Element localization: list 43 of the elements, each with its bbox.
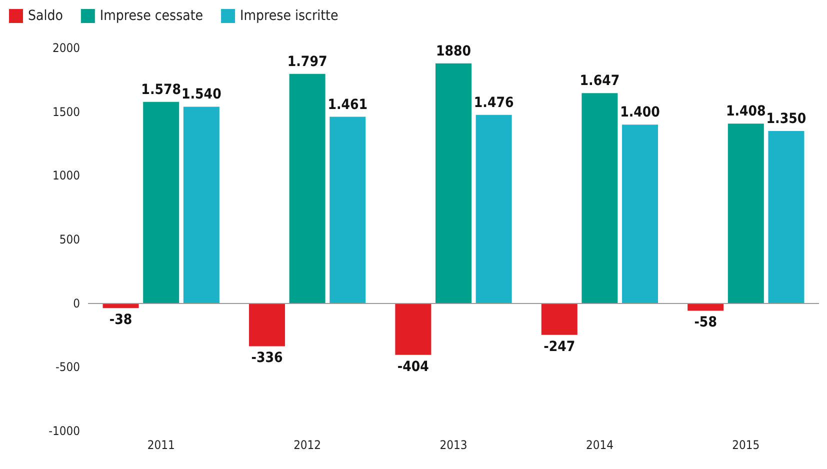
data-label: 1.647 xyxy=(580,73,620,90)
bar xyxy=(436,63,472,304)
y-tick-label: 500 xyxy=(59,232,80,246)
y-tick-label: 0 xyxy=(73,296,80,310)
data-label: 1.350 xyxy=(766,110,806,127)
bar xyxy=(395,303,432,355)
bar xyxy=(476,114,512,304)
bar xyxy=(183,106,220,304)
legend-label: Imprese iscritte xyxy=(240,8,338,24)
data-label: 1.461 xyxy=(328,96,368,113)
data-label: -58 xyxy=(694,314,717,331)
legend-label: Imprese cessate xyxy=(100,8,204,24)
bar xyxy=(143,102,180,304)
bar xyxy=(622,124,658,304)
data-label: 1880 xyxy=(436,43,472,60)
data-label: 1.408 xyxy=(726,104,766,120)
x-tick-label: 2013 xyxy=(440,438,468,452)
y-tick-label: -1000 xyxy=(48,424,80,438)
bar xyxy=(728,124,764,304)
data-label: 1.540 xyxy=(182,86,222,103)
data-label: 1.400 xyxy=(620,104,660,121)
x-tick-label: 2011 xyxy=(147,438,175,452)
y-tick-label: 2000 xyxy=(52,41,80,55)
bar xyxy=(768,130,804,304)
data-label: -247 xyxy=(544,338,576,355)
data-label: 1.476 xyxy=(474,94,514,111)
bar xyxy=(289,74,326,304)
data-label: 1.578 xyxy=(141,82,182,98)
bar xyxy=(541,303,578,335)
x-tick-label: 2014 xyxy=(586,438,614,452)
bar xyxy=(248,303,285,346)
legend-label: Saldo xyxy=(28,8,64,24)
data-label: -336 xyxy=(251,350,283,366)
data-label: -38 xyxy=(109,312,132,328)
data-label: -404 xyxy=(397,358,430,375)
y-tick-label: 1000 xyxy=(52,168,80,183)
y-tick-label: 1500 xyxy=(52,104,80,119)
y-tick-label: -500 xyxy=(56,360,80,374)
bar xyxy=(330,116,366,304)
data-label: 1.797 xyxy=(287,54,328,70)
x-tick-label: 2012 xyxy=(294,438,322,452)
x-tick-label: 2015 xyxy=(732,438,760,452)
bar xyxy=(582,93,618,304)
